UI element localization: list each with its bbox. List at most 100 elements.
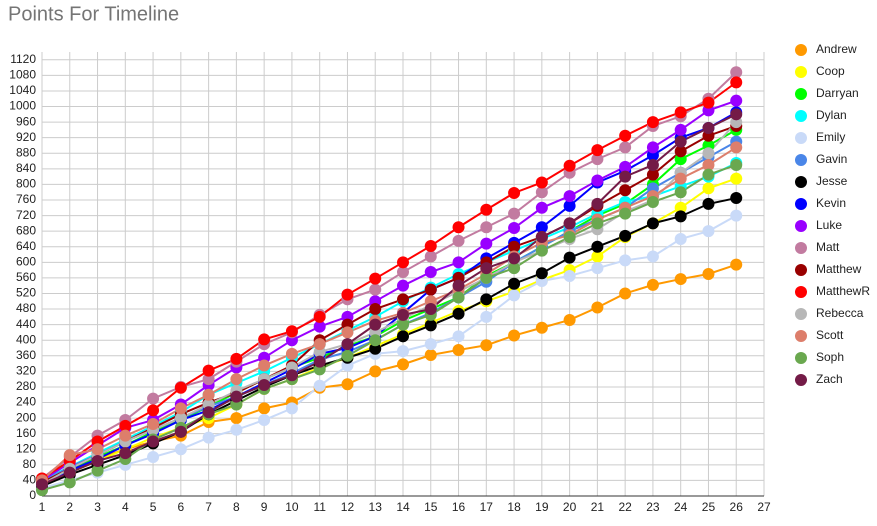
legend-label: Matt — [816, 240, 840, 254]
data-point — [230, 352, 243, 365]
data-point — [369, 334, 382, 347]
data-point — [619, 229, 632, 242]
data-point — [369, 272, 382, 285]
data-point — [424, 250, 437, 263]
legend-label: MatthewR — [816, 284, 870, 298]
data-point — [258, 379, 271, 391]
legend-label: Andrew — [816, 42, 857, 56]
legend-marker — [795, 220, 807, 232]
data-point — [591, 144, 604, 157]
y-tick-label: 400 — [16, 332, 36, 346]
y-tick-label: 720 — [16, 208, 36, 222]
legend-label: Scott — [816, 328, 844, 342]
x-tick-label: 12 — [341, 500, 355, 514]
data-point — [535, 201, 548, 214]
y-tick-label: 640 — [16, 239, 36, 253]
x-tick-label: 1 — [39, 500, 46, 514]
data-point — [591, 240, 604, 253]
data-point — [480, 237, 493, 250]
y-tick-label: 240 — [16, 395, 36, 409]
y-tick-label: 40 — [23, 473, 37, 487]
legend-label: Dylan — [816, 108, 847, 122]
data-point — [730, 94, 743, 107]
data-point — [230, 412, 243, 425]
data-point — [535, 221, 548, 234]
data-point — [230, 373, 243, 386]
data-point — [147, 417, 160, 430]
data-point — [258, 402, 271, 415]
legend-label: Luke — [816, 218, 842, 232]
data-point — [508, 289, 521, 302]
data-point — [424, 266, 437, 279]
data-point — [535, 321, 548, 334]
data-point — [674, 135, 687, 148]
legend-label: Soph — [816, 350, 844, 364]
data-point — [619, 129, 632, 142]
data-point — [147, 404, 160, 417]
data-point — [674, 201, 687, 214]
data-point — [230, 423, 243, 436]
data-point — [63, 449, 76, 462]
data-point — [452, 234, 465, 247]
legend-marker — [795, 66, 807, 78]
y-tick-label: 480 — [16, 301, 36, 315]
x-tick-label: 19 — [535, 500, 549, 514]
data-point — [480, 271, 493, 284]
data-point — [674, 145, 687, 158]
x-tick-label: 20 — [563, 500, 577, 514]
data-point — [563, 269, 576, 282]
legend-label: Zach — [816, 372, 843, 386]
legend-label: Matthew — [816, 262, 862, 276]
x-tick-label: 26 — [730, 500, 744, 514]
data-point — [563, 199, 576, 212]
data-point — [202, 373, 215, 386]
y-tick-label: 1000 — [9, 99, 36, 113]
data-point — [397, 308, 409, 321]
data-point — [619, 160, 632, 173]
data-point — [674, 232, 687, 245]
data-point — [730, 258, 743, 271]
data-point — [341, 378, 354, 391]
data-point — [174, 425, 187, 438]
data-point — [563, 313, 576, 326]
data-point — [480, 339, 493, 352]
data-point — [452, 343, 465, 356]
data-point — [91, 464, 104, 477]
legend-label: Rebecca — [816, 306, 864, 320]
data-point — [397, 266, 409, 279]
x-tick-label: 6 — [178, 500, 185, 514]
data-point — [646, 250, 659, 263]
x-tick-label: 23 — [646, 500, 660, 514]
data-point — [674, 186, 687, 199]
data-point — [480, 203, 493, 216]
data-point — [674, 210, 687, 223]
legend-marker — [795, 374, 807, 386]
data-point — [397, 330, 409, 343]
data-point — [313, 355, 326, 368]
y-tick-label: 520 — [16, 286, 36, 300]
data-point — [591, 197, 604, 210]
y-tick-label: 960 — [16, 114, 36, 128]
legend-marker — [795, 44, 807, 56]
data-point — [563, 159, 576, 172]
data-point — [369, 342, 382, 355]
data-point — [258, 414, 271, 427]
data-point — [313, 310, 326, 323]
data-point — [591, 153, 604, 166]
data-point — [535, 267, 548, 280]
data-point — [202, 406, 215, 419]
data-point — [508, 252, 521, 265]
legend-marker — [795, 242, 807, 254]
data-point — [369, 365, 382, 378]
data-point — [174, 381, 187, 394]
data-point — [591, 174, 604, 187]
data-point — [702, 121, 715, 134]
data-point — [702, 96, 715, 109]
data-point — [591, 250, 604, 263]
data-point — [702, 147, 715, 160]
data-point — [674, 106, 687, 119]
data-point — [619, 287, 632, 300]
x-tick-label: 17 — [480, 500, 494, 514]
data-point — [702, 268, 715, 280]
data-point — [646, 158, 659, 171]
